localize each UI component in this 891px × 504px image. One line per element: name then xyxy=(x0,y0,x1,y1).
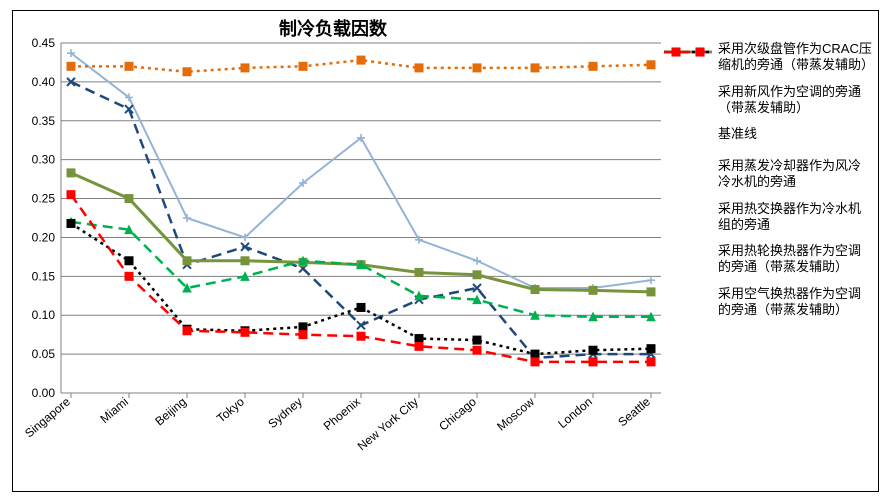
y-tick-label: 0.30 xyxy=(32,153,56,167)
y-tick-label: 0.15 xyxy=(32,269,56,283)
legend-label: 采用蒸发冷却器作为风冷冷水机的旁通 xyxy=(718,158,872,191)
legend-swatch xyxy=(662,126,714,148)
legend-label: 基准线 xyxy=(718,126,872,142)
y-tick-label: 0.35 xyxy=(32,114,56,128)
legend-swatch xyxy=(662,201,714,223)
legend-item: 采用空气换热器作为空调的旁通（带蒸发辅助） xyxy=(662,286,872,319)
x-tick-label: Beijing xyxy=(152,395,189,429)
legend-label: 采用热交换器作为冷水机组的旁通 xyxy=(718,201,872,234)
legend-swatch xyxy=(662,286,714,308)
x-tick-label: Seattle xyxy=(615,394,653,429)
legend-label: 采用热轮换热器作为空调的旁通（带蒸发辅助） xyxy=(718,243,872,276)
x-tick-label: New York City xyxy=(355,395,421,454)
legend-item: 采用新风作为空调的旁通（带蒸发辅助） xyxy=(662,84,872,117)
y-tick-label: 0.40 xyxy=(32,75,56,89)
legend-swatch xyxy=(662,84,714,106)
legend-swatch xyxy=(662,243,714,265)
legend-label: 采用新风作为空调的旁通（带蒸发辅助） xyxy=(718,84,872,117)
legend: 采用次级盘管作为CRAC压缩机的旁通（带蒸发辅助） 采用新风作为空调的旁通（带蒸发… xyxy=(662,41,872,328)
x-tick-label: London xyxy=(555,395,595,431)
y-tick-label: 0.20 xyxy=(32,230,56,244)
x-tick-label: Tokyo xyxy=(214,394,247,425)
y-tick-label: 0.10 xyxy=(32,308,56,322)
x-tick-label: Chicago xyxy=(436,394,479,433)
legend-item: 采用热轮换热器作为空调的旁通（带蒸发辅助） xyxy=(662,243,872,276)
x-tick-label: Phoenix xyxy=(321,395,363,434)
y-tick-label: 0.25 xyxy=(32,192,56,206)
legend-swatch xyxy=(662,158,714,180)
chart-container: 制冷负载因数 0.000.050.100.150.200.250.300.350… xyxy=(12,10,879,492)
legend-item: 基准线 xyxy=(662,126,872,148)
x-tick-label: Moscow xyxy=(494,394,537,433)
y-tick-label: 0.05 xyxy=(32,347,56,361)
legend-label: 采用空气换热器作为空调的旁通（带蒸发辅助） xyxy=(718,286,872,319)
legend-item: 采用热交换器作为冷水机组的旁通 xyxy=(662,201,872,234)
x-tick-label: Sydney xyxy=(265,395,305,431)
y-tick-label: 0.45 xyxy=(32,36,56,50)
legend-item: 采用蒸发冷却器作为风冷冷水机的旁通 xyxy=(662,158,872,191)
legend-label: 采用次级盘管作为CRAC压缩机的旁通（带蒸发辅助） xyxy=(718,41,872,74)
x-tick-label: Miami xyxy=(97,395,131,426)
x-tick-label: Singapore xyxy=(22,394,73,440)
y-tick-label: 0.00 xyxy=(32,386,56,400)
